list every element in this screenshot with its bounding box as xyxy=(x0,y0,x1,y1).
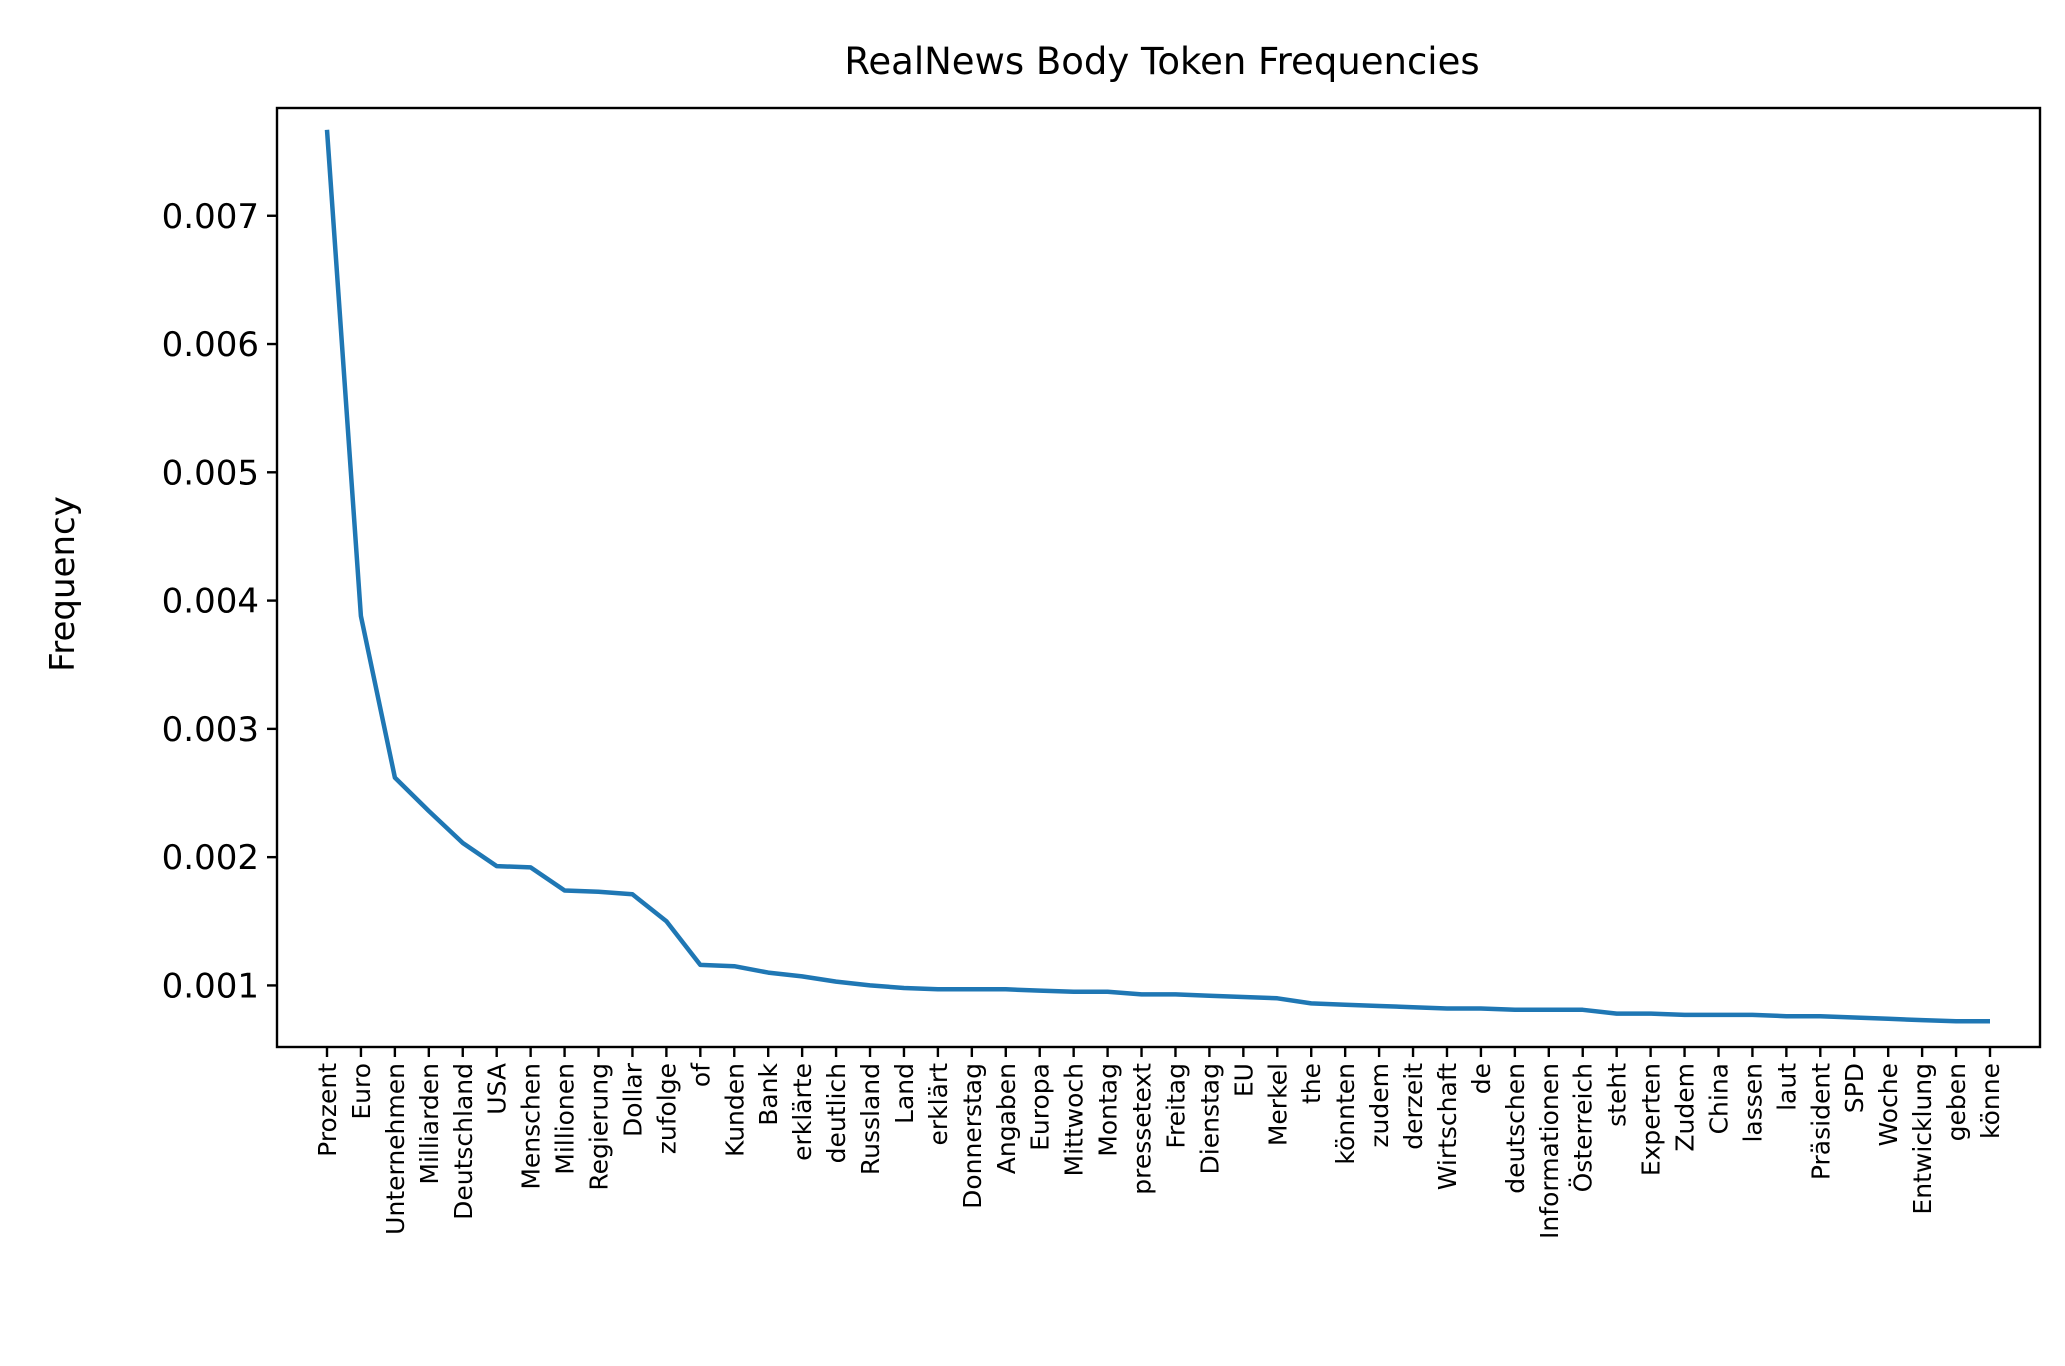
x-tick-label: zudem xyxy=(1365,1063,1394,1148)
y-tick-label: 0.007 xyxy=(162,197,259,237)
y-axis-label: Frequency xyxy=(43,496,83,672)
x-tick-label: Entwicklung xyxy=(1908,1063,1937,1215)
x-tick-label: Donnerstag xyxy=(958,1063,987,1209)
x-tick-label: Wirtschaft xyxy=(1433,1063,1462,1190)
y-tick-label: 0.002 xyxy=(162,838,259,878)
x-tick-label: USA xyxy=(483,1063,512,1115)
x-tick-label: geben xyxy=(1942,1063,1971,1141)
x-tick-label: deutlich xyxy=(822,1063,851,1163)
x-axis: Prozent Euro Unternehmen Milliarden Deutschl… xyxy=(313,1047,2005,1239)
x-tick-label: Dienstag xyxy=(1195,1063,1224,1174)
x-tick-label: Informationen xyxy=(1535,1063,1564,1239)
x-tick-label: Präsident xyxy=(1806,1063,1835,1180)
x-tick-label: Angaben xyxy=(992,1063,1021,1174)
x-tick-label: lassen xyxy=(1738,1063,1767,1143)
x-tick-label: Russland xyxy=(856,1063,885,1175)
x-tick-label: laut xyxy=(1772,1063,1801,1111)
x-tick-label: Woche xyxy=(1874,1063,1903,1147)
y-tick-label: 0.006 xyxy=(162,325,259,365)
x-tick-label: könne xyxy=(1976,1063,2005,1139)
x-tick-label: Europa xyxy=(1026,1063,1055,1151)
x-tick-label: Freitag xyxy=(1161,1063,1190,1149)
x-tick-label: Prozent xyxy=(313,1063,342,1157)
x-tick-label: EU xyxy=(1229,1063,1258,1097)
y-tick-label: 0.005 xyxy=(162,453,259,493)
x-tick-label: Unternehmen xyxy=(381,1063,410,1235)
x-tick-label: steht xyxy=(1603,1063,1632,1127)
x-tick-label: Österreich xyxy=(1569,1063,1598,1192)
x-tick-label: the xyxy=(1297,1063,1326,1104)
x-tick-label: Dollar xyxy=(618,1062,647,1137)
x-tick-label: Deutschland xyxy=(449,1063,478,1220)
x-tick-label: könnten xyxy=(1331,1063,1360,1165)
x-tick-label: Bank xyxy=(754,1062,783,1125)
x-tick-label: erklärt xyxy=(924,1063,953,1146)
x-tick-label: Merkel xyxy=(1263,1063,1292,1146)
y-tick-label: 0.001 xyxy=(162,966,259,1006)
x-tick-label: Montag xyxy=(1094,1063,1123,1157)
x-tick-label: Mittwoch xyxy=(1060,1063,1089,1176)
x-tick-label: Millionen xyxy=(551,1063,580,1175)
x-tick-label: Zudem xyxy=(1671,1063,1700,1152)
x-tick-label: of xyxy=(686,1062,715,1087)
x-tick-label: Regierung xyxy=(585,1063,614,1191)
y-tick-label: 0.003 xyxy=(162,710,259,750)
x-tick-label: de xyxy=(1467,1063,1496,1094)
x-tick-label: Experten xyxy=(1637,1063,1666,1176)
x-tick-label: erklärte xyxy=(788,1063,817,1161)
x-tick-label: Euro xyxy=(347,1063,376,1120)
plot-frame xyxy=(275,106,2042,1049)
x-tick-label: Land xyxy=(890,1063,919,1124)
chart-title: RealNews Body Token Frequencies xyxy=(844,40,1479,83)
x-tick-label: Kunden xyxy=(720,1063,749,1157)
x-tick-label: derzeit xyxy=(1399,1063,1428,1150)
x-tick-label: zufolge xyxy=(652,1063,681,1154)
x-tick-label: China xyxy=(1704,1063,1733,1134)
x-tick-label: pressetext xyxy=(1128,1063,1157,1195)
series-line xyxy=(324,129,1990,1024)
x-tick-label: deutschen xyxy=(1501,1063,1530,1194)
x-tick-label: Milliarden xyxy=(415,1063,444,1185)
y-tick-label: 0.004 xyxy=(162,582,259,622)
x-tick-label: Menschen xyxy=(517,1063,546,1190)
x-tick-label: SPD xyxy=(1840,1063,1869,1113)
y-axis: 0.001 0.002 0.003 0.004 0.005 0.006 0.007 xyxy=(162,197,277,1006)
